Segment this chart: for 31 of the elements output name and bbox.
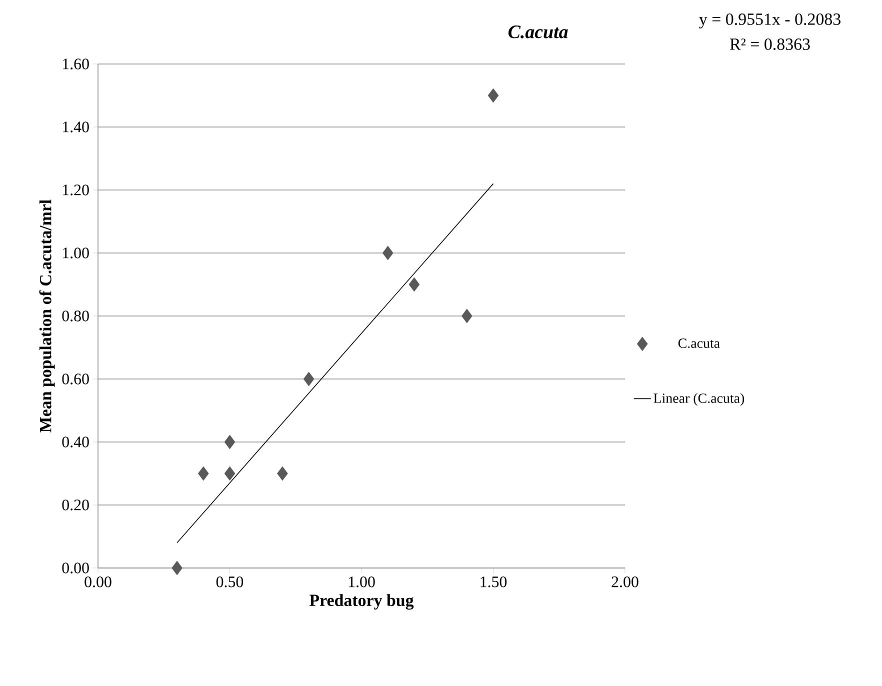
y-tick-label: 0.80: [62, 310, 89, 322]
y-tick-label: 0.00: [62, 562, 89, 574]
x-axis-title: Predatory bug: [310, 594, 414, 610]
point: [488, 88, 499, 103]
text: y = 0.9551x - 0.2083: [699, 14, 840, 28]
legend-label: C.acuta: [678, 338, 720, 348]
y-tick-label: 1.00: [63, 248, 89, 258]
point: [172, 560, 182, 576]
y-tick-label: 0.40: [62, 436, 89, 448]
y-tick-label: 0.60: [62, 374, 89, 384]
point: [382, 246, 394, 260]
x-tick-label: 2.00: [612, 576, 638, 588]
y-tick-label: 1.40: [63, 122, 89, 132]
point: [277, 466, 288, 481]
point: [461, 308, 472, 324]
x-tick-label: 1.00: [348, 576, 375, 588]
x-tick-label: 0.00: [84, 576, 112, 588]
y-axis-title: Mean population of C.acuta/mrl: [39, 200, 55, 432]
y-tick-label: 0.20: [62, 500, 89, 510]
text: R² = 0.8363: [730, 38, 810, 50]
point: [198, 466, 209, 481]
x-tick-label: 0.50: [216, 576, 244, 588]
point: [224, 434, 236, 450]
point: [303, 372, 314, 386]
y-tick-label: 1.20: [63, 184, 89, 196]
chart-title: C.acuta: [508, 26, 568, 38]
point: [408, 277, 420, 292]
x-tick-label: 1.50: [480, 576, 507, 588]
y-tick-label: 1.60: [63, 58, 89, 70]
legend-label: Linear (C.acuta): [654, 393, 744, 406]
point: [224, 466, 236, 481]
